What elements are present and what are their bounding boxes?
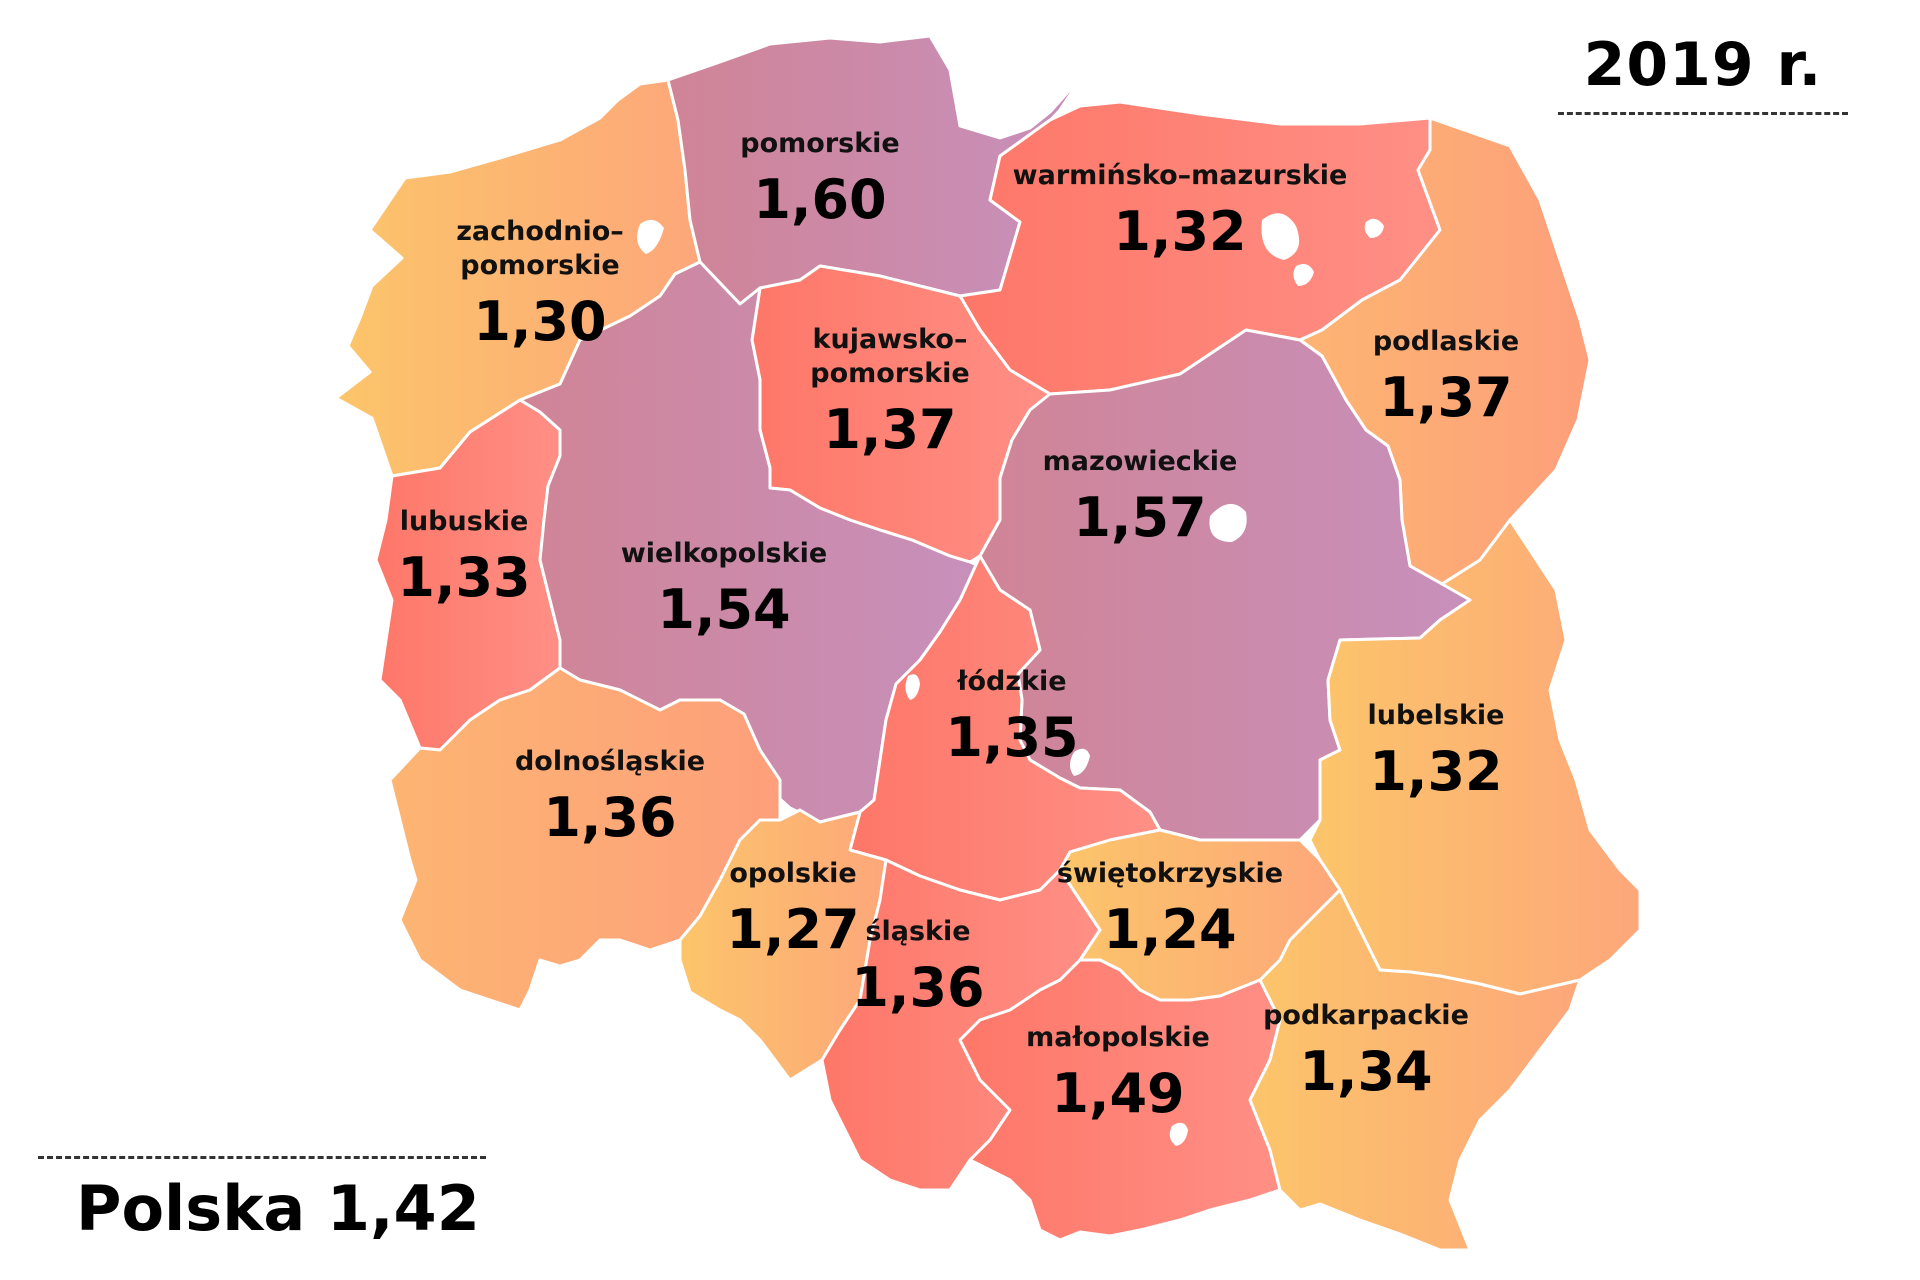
region-value: 1,32	[1113, 200, 1246, 263]
lakes	[637, 213, 1384, 1146]
region-name: pomorskie	[460, 250, 619, 281]
region-label-kujawsko-pomorskie: kujawsko–pomorskie 1,37	[810, 324, 969, 461]
region-value: 1,57	[1073, 486, 1206, 549]
region-label-pomorskie: pomorskie 1,60	[740, 128, 899, 231]
region-value: 1,60	[753, 168, 886, 231]
region-label-podlaskie: podlaskie 1,37	[1373, 326, 1519, 429]
region-opolskie[interactable]	[678, 808, 888, 1082]
region-value: 1,30	[473, 290, 606, 353]
region-name: wielkopolskie	[621, 538, 827, 569]
region-label-swietokrzyskie: świętokrzyskie 1,24	[1057, 858, 1283, 961]
lake-lodzkie	[1070, 748, 1090, 776]
lake-malopolskie	[1169, 1122, 1188, 1146]
region-name: lubelskie	[1368, 700, 1505, 731]
region-value: 1,24	[1103, 898, 1236, 961]
region-value: 1,54	[657, 578, 790, 641]
lake-wielkopolskie	[905, 674, 920, 700]
region-name: pomorskie	[810, 358, 969, 389]
region-value: 1,32	[1369, 740, 1502, 803]
region-label-slaskie: śląskie 1,36	[851, 916, 984, 1019]
region-label-mazowieckie: mazowieckie 1,57	[1043, 446, 1238, 549]
national-value: 1,42	[326, 1172, 480, 1245]
region-name: warmińsko–mazurskie	[1013, 160, 1348, 191]
lake-warminsko-3	[1364, 218, 1384, 238]
national-label-text: Polska	[76, 1172, 306, 1245]
region-malopolskie[interactable]	[958, 958, 1282, 1242]
region-podkarpackie[interactable]	[1248, 888, 1582, 1252]
region-name: lubuskie	[400, 506, 529, 537]
year-label: 2019 r.	[1583, 30, 1823, 100]
region-name: pomorskie	[740, 128, 899, 159]
region-name: śląskie	[865, 916, 970, 947]
region-label-zachodniopomorskie: zachodnio–pomorskie 1,30	[456, 216, 624, 353]
region-name: świętokrzyskie	[1057, 858, 1283, 889]
region-label-malopolskie: małopolskie 1,49	[1026, 1022, 1210, 1125]
region-name: łódzkie	[956, 666, 1066, 697]
region-value: 1,27	[726, 898, 859, 961]
region-name: zachodnio–	[456, 216, 624, 247]
region-name: mazowieckie	[1043, 446, 1238, 477]
region-label-opolskie: opolskie 1,27	[726, 858, 859, 961]
region-name: małopolskie	[1026, 1022, 1210, 1053]
region-value: 1,37	[823, 398, 956, 461]
region-name: kujawsko–	[813, 324, 968, 355]
region-label-warminsko-mazurskie: warmińsko–mazurskie 1,32	[1013, 160, 1348, 263]
national-divider	[38, 1156, 486, 1159]
year-divider	[1558, 112, 1848, 115]
region-name: podlaskie	[1373, 326, 1519, 357]
region-value: 1,36	[543, 786, 676, 849]
lake-warminsko	[1261, 213, 1300, 260]
region-value: 1,33	[397, 546, 530, 609]
national-summary: Polska 1,42	[76, 1172, 480, 1245]
region-value: 1,36	[851, 956, 984, 1019]
region-name: opolskie	[729, 858, 856, 889]
region-label-dolnoslaskie: dolnośląskie 1,36	[515, 746, 705, 849]
region-label-lubelskie: lubelskie 1,32	[1368, 700, 1505, 803]
lake-pomorskie	[637, 219, 664, 254]
region-value: 1,37	[1379, 366, 1512, 429]
lake-warminsko-2	[1293, 264, 1314, 286]
region-label-wielkopolskie: wielkopolskie 1,54	[621, 538, 827, 641]
region-value: 1,34	[1299, 1040, 1432, 1103]
region-label-podkarpackie: podkarpackie 1,34	[1263, 1000, 1469, 1103]
lake-mazowieckie	[1209, 503, 1247, 542]
region-value: 1,35	[945, 706, 1078, 769]
region-value: 1,49	[1051, 1062, 1184, 1125]
region-label-lodzkie: łódzkie 1,35	[945, 666, 1078, 769]
region-name: dolnośląskie	[515, 746, 705, 777]
region-name: podkarpackie	[1263, 1000, 1469, 1031]
region-label-lubuskie: lubuskie 1,33	[397, 506, 530, 609]
